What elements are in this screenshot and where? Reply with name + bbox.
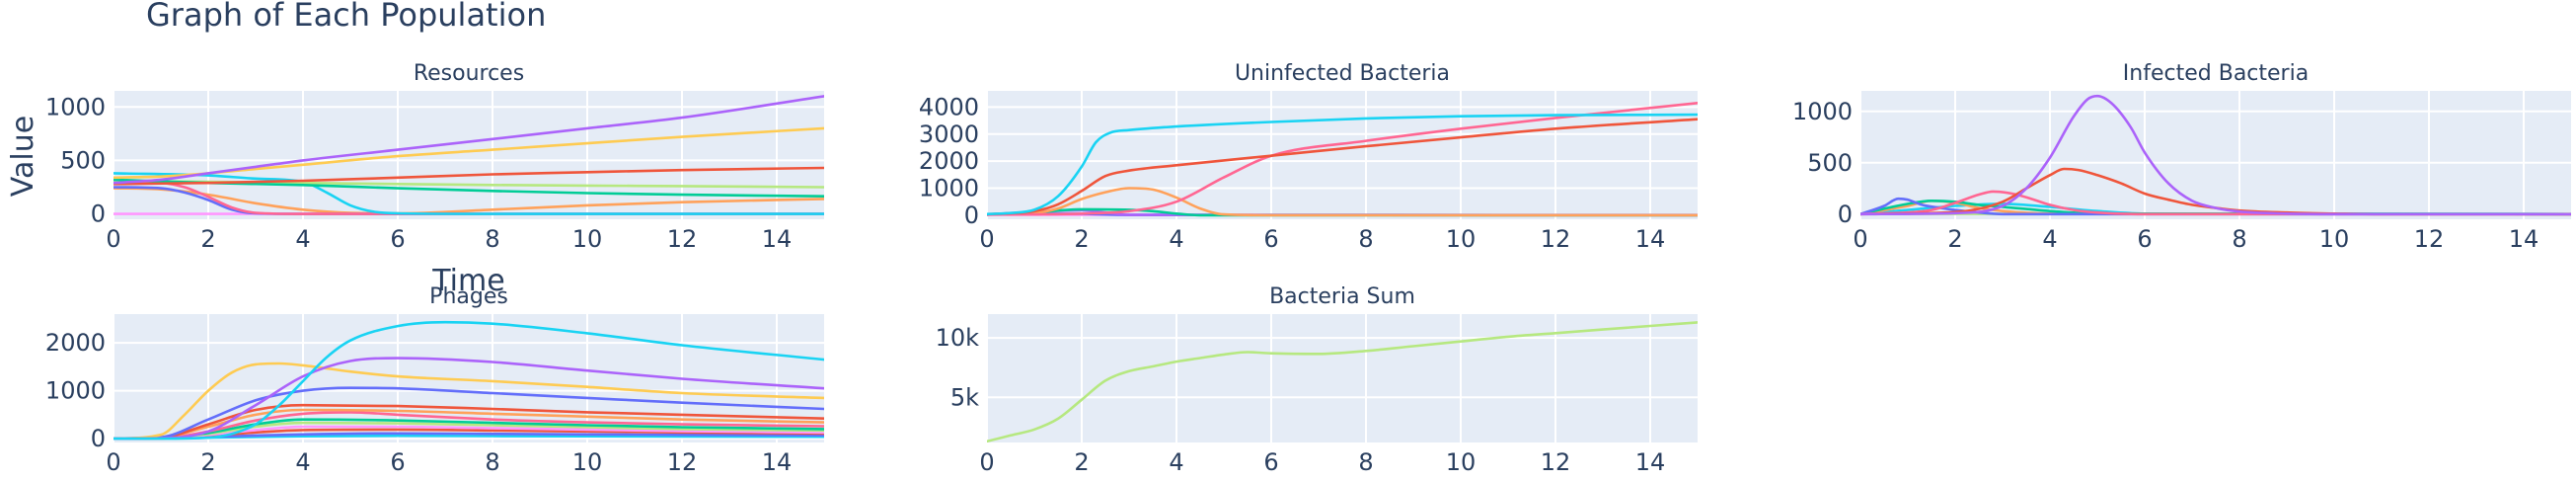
y-axis-label: Value [6,116,40,197]
y-tick-label: 2000 [919,147,979,175]
x-tick-label: 14 [762,225,793,253]
x-tick-label: 14 [2509,225,2539,253]
y-tick-label: 5k [950,383,979,411]
x-tick-label: 2 [200,225,215,253]
y-tick-label: 2000 [45,329,106,357]
x-tick-label: 4 [295,448,310,476]
series-line-2 [114,357,824,441]
series-line-5 [114,403,824,441]
subplot-title: Bacteria Sum [1269,284,1415,309]
x-tick-label: 6 [390,225,405,253]
y-tick-label: 4000 [919,93,979,120]
y-tick-label: 500 [1807,149,1853,177]
x-tick-label: 4 [1169,448,1183,476]
subplot-title: Resources [414,61,524,86]
x-tick-label: 6 [390,448,405,476]
y-tick-label: 1000 [45,93,106,120]
x-tick-label: 14 [1635,448,1666,476]
x-tick-label: 6 [1263,225,1278,253]
y-tick-label: 0 [964,201,979,229]
x-tick-label: 10 [572,225,603,253]
x-tick-label: 12 [667,225,698,253]
series-line-3 [114,362,824,441]
x-tick-label: 14 [762,448,793,476]
x-tick-label: 0 [979,448,994,476]
x-tick-label: 12 [667,448,698,476]
series-line-1 [987,321,1698,442]
subplot-5: 0 2 4 6 8 10 12 14 5k 10k Bacteria Sum [936,284,1698,476]
series-line-6 [114,408,824,441]
series-line-4 [987,187,1698,217]
series-line-3 [987,102,1698,216]
x-tick-label: 8 [2232,225,2246,253]
subplot-title: Phages [429,284,508,309]
x-tick-label: 14 [1635,225,1666,253]
x-tick-label: 4 [2042,225,2057,253]
x-axis-label: Time [431,264,504,298]
series-group [1860,94,2571,216]
plot-background [987,91,1698,219]
series-line-1 [114,95,824,185]
x-tick-label: 6 [1263,448,1278,476]
series-group [987,102,1698,217]
x-tick-label: 2 [1947,225,1962,253]
x-tick-label: 10 [572,448,603,476]
series-line-3 [114,166,824,186]
y-tick-label: 10k [936,324,980,352]
series-group [114,95,824,215]
x-tick-label: 8 [1358,448,1373,476]
subplot-title: Uninfected Bacteria [1235,61,1450,86]
x-tick-label: 0 [106,225,120,253]
subplot-title: Infected Bacteria [2123,61,2309,86]
series-line-1 [114,320,824,441]
series-line-6 [114,172,824,215]
series-line-3 [1860,190,2571,216]
x-tick-label: 8 [485,448,499,476]
x-tick-label: 4 [295,225,310,253]
x-tick-label: 2 [1074,225,1089,253]
x-tick-label: 2 [200,448,215,476]
y-tick-label: 0 [1838,201,1853,228]
series-group [987,321,1698,442]
x-tick-label: 12 [1541,225,1571,253]
series-line-1 [1860,94,2571,216]
x-tick-label: 6 [2137,225,2152,253]
subplot-4: 0 2 4 6 8 10 12 14 0 1000 2000 Phages [45,284,824,476]
x-tick-label: 0 [106,448,120,476]
y-tick-label: 0 [91,201,106,228]
subplot-1: 0 2 4 6 8 10 12 14 0 500 1000 Resources [45,61,824,253]
x-tick-label: 12 [2414,225,2445,253]
plot-background [987,314,1698,442]
series-group [114,320,824,441]
series-line-2 [987,118,1698,216]
y-tick-label: 0 [91,425,106,452]
x-tick-label: 12 [1541,448,1571,476]
x-tick-label: 0 [1853,225,1867,253]
y-tick-label: 1000 [1792,98,1853,125]
y-tick-label: 1000 [919,175,979,202]
x-tick-label: 10 [1446,225,1477,253]
y-tick-label: 3000 [919,120,979,148]
series-line-1 [987,113,1698,216]
x-tick-label: 0 [979,225,994,253]
x-tick-label: 8 [485,225,499,253]
x-tick-label: 4 [1169,225,1183,253]
plot-background [1860,91,2571,219]
y-tick-label: 1000 [45,377,106,405]
x-tick-label: 10 [1446,448,1477,476]
figure-title: Graph of Each Population [146,0,546,34]
x-tick-label: 2 [1074,448,1089,476]
x-tick-label: 8 [1358,225,1373,253]
plot-background [114,91,824,219]
x-tick-label: 10 [2319,225,2350,253]
series-line-4 [114,386,824,441]
subplot-3: 0 2 4 6 8 10 12 14 0 500 1000 Infected Bacteria [1792,61,2571,253]
y-tick-label: 500 [60,146,106,174]
